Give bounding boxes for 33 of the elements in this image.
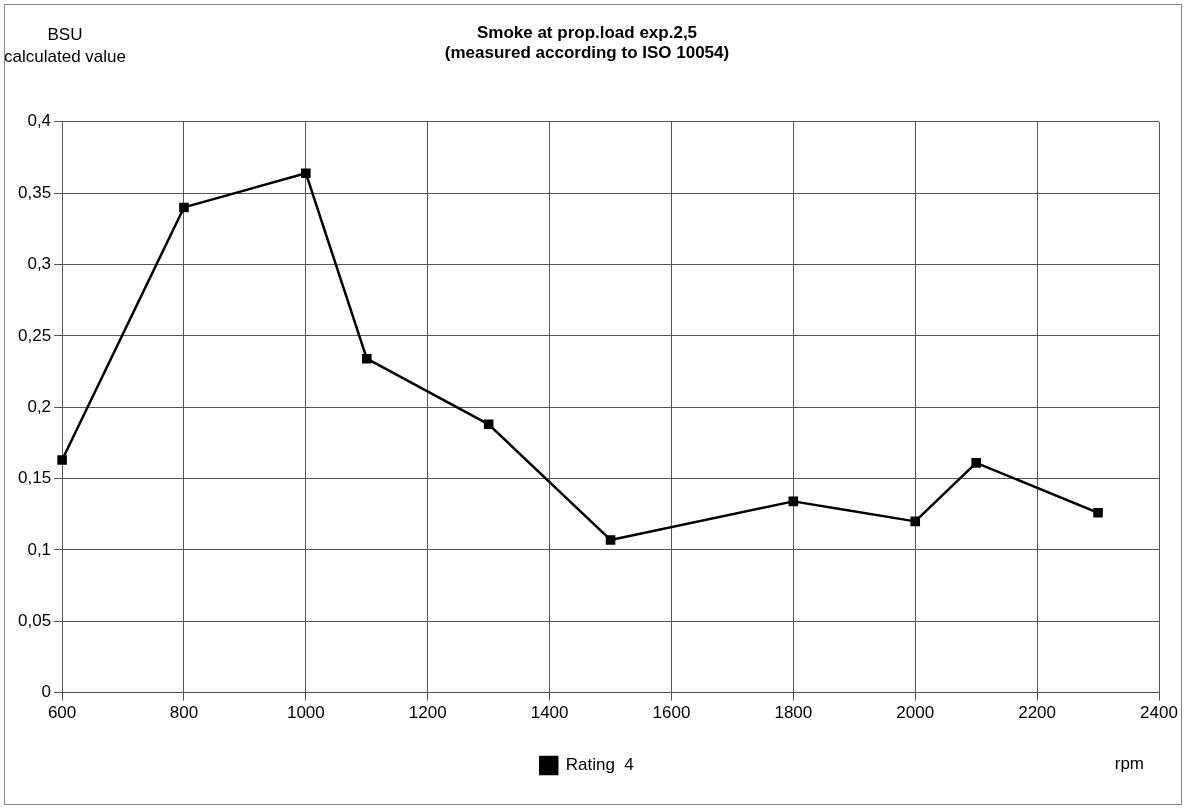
legend-label: Rating 4 — [565, 755, 634, 775]
point — [788, 496, 799, 507]
y-tick-label: 0,05 — [17, 610, 52, 630]
y-tick-label: 0,3 — [27, 254, 52, 274]
x-tick-label: 600 — [47, 703, 77, 723]
point — [362, 353, 372, 364]
point — [179, 202, 189, 213]
x-tick-label: 1600 — [652, 703, 691, 723]
x-tick-label: 2000 — [896, 703, 935, 723]
point — [910, 516, 921, 527]
x-tick-label: 2200 — [1018, 703, 1057, 723]
x-tick-label: 1200 — [408, 703, 447, 723]
y-tick-label: 0,25 — [17, 325, 52, 345]
point — [1093, 508, 1103, 518]
x-tick-label: 800 — [169, 703, 199, 723]
y-axis-title: BSU calculated value — [4, 25, 126, 67]
chart-title: Smoke at prop.load exp.2,5 (measured according to ISO 10054) — [444, 22, 730, 63]
y-tick-label: 0,2 — [27, 396, 52, 416]
point — [57, 455, 67, 465]
point — [971, 458, 981, 468]
y-tick-label: 0,35 — [17, 182, 52, 202]
x-tick-label: 1000 — [286, 703, 325, 723]
x-tick-label: 2400 — [1140, 703, 1178, 723]
point — [483, 419, 494, 430]
y-tick-label: 0 — [41, 682, 52, 702]
y-tick-label: 0,15 — [17, 468, 52, 488]
y-tick-label: 0,4 — [27, 111, 52, 131]
point — [301, 168, 311, 178]
x-tick-label: 1800 — [774, 703, 813, 723]
y-tick-label: 0,1 — [27, 539, 52, 559]
x-axis-title: rpm — [1114, 753, 1144, 773]
x-tick-label: 1400 — [530, 703, 569, 723]
point — [605, 535, 616, 545]
